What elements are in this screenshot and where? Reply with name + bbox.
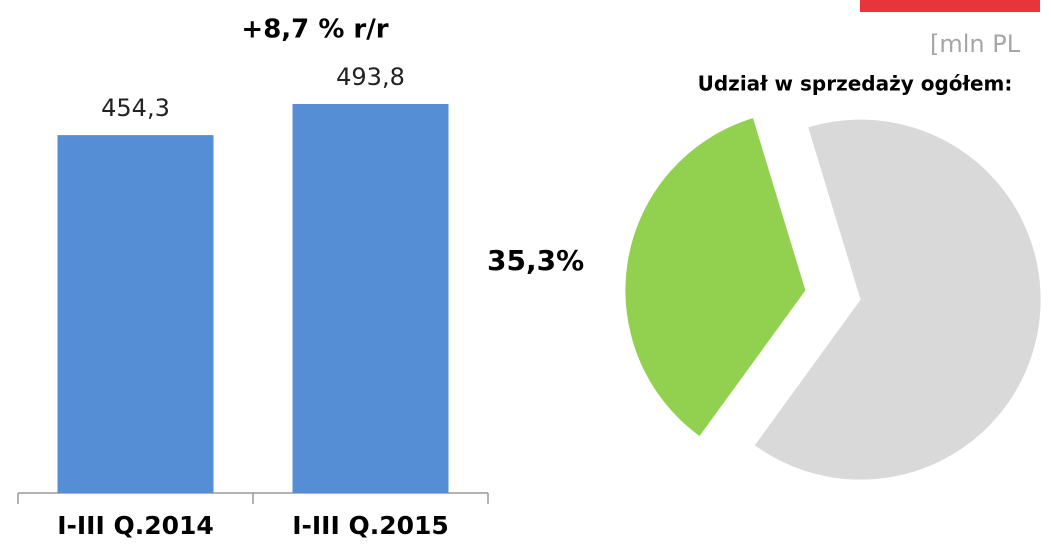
category-label: I-III Q.2015: [292, 511, 449, 540]
bar: [57, 135, 214, 493]
pie-slice: [625, 118, 806, 436]
value-label: 493,8: [336, 63, 405, 91]
value-label: 454,3: [101, 94, 170, 122]
growth-annotation: +8,7 % r/r: [241, 15, 388, 45]
pie-slice: [754, 119, 1041, 480]
slice-label: 35,3%: [487, 244, 584, 277]
unit-label: [mln PL: [930, 30, 1021, 58]
bar: [292, 104, 449, 493]
category-label: I-III Q.2014: [57, 511, 214, 540]
pie-title: Udział w sprzedaży ogółem:: [698, 72, 1013, 96]
accent-bar: [860, 0, 1040, 12]
